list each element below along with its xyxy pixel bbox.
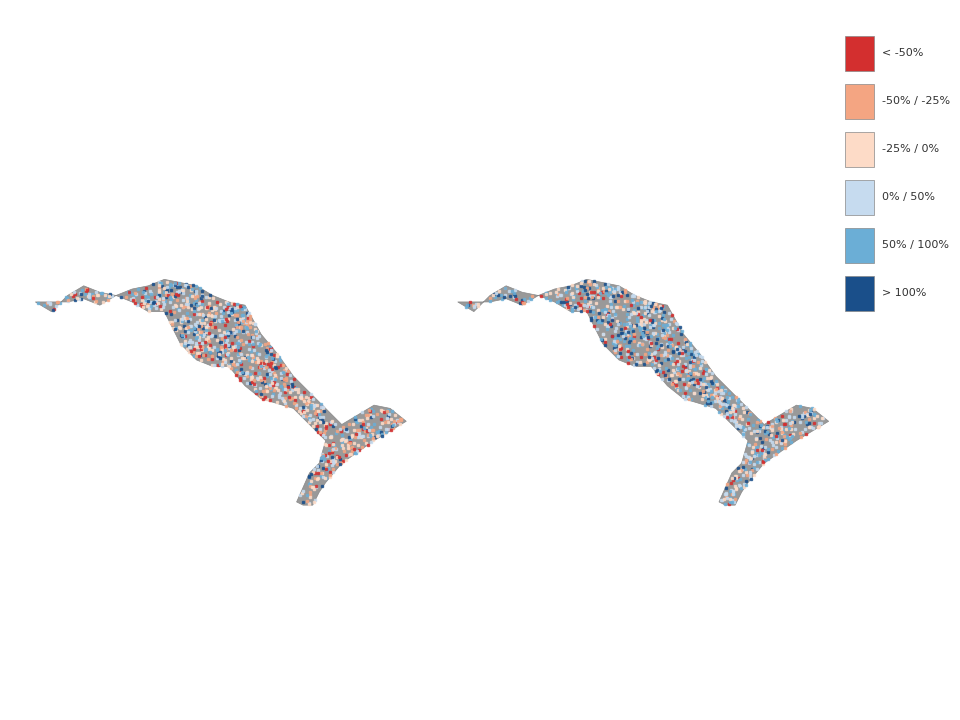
FancyBboxPatch shape <box>845 228 875 263</box>
Polygon shape <box>36 279 406 505</box>
Text: < -50%: < -50% <box>881 48 924 58</box>
FancyBboxPatch shape <box>845 36 875 71</box>
Text: -50% / -25%: -50% / -25% <box>881 96 949 107</box>
FancyBboxPatch shape <box>845 132 875 166</box>
FancyBboxPatch shape <box>845 180 875 215</box>
Text: 50% / 100%: 50% / 100% <box>881 240 948 251</box>
Text: > 100%: > 100% <box>881 288 926 298</box>
Polygon shape <box>458 279 828 505</box>
Text: -25% / 0%: -25% / 0% <box>881 144 939 154</box>
Text: 0% / 50%: 0% / 50% <box>881 192 935 202</box>
FancyBboxPatch shape <box>845 276 875 310</box>
FancyBboxPatch shape <box>845 84 875 119</box>
